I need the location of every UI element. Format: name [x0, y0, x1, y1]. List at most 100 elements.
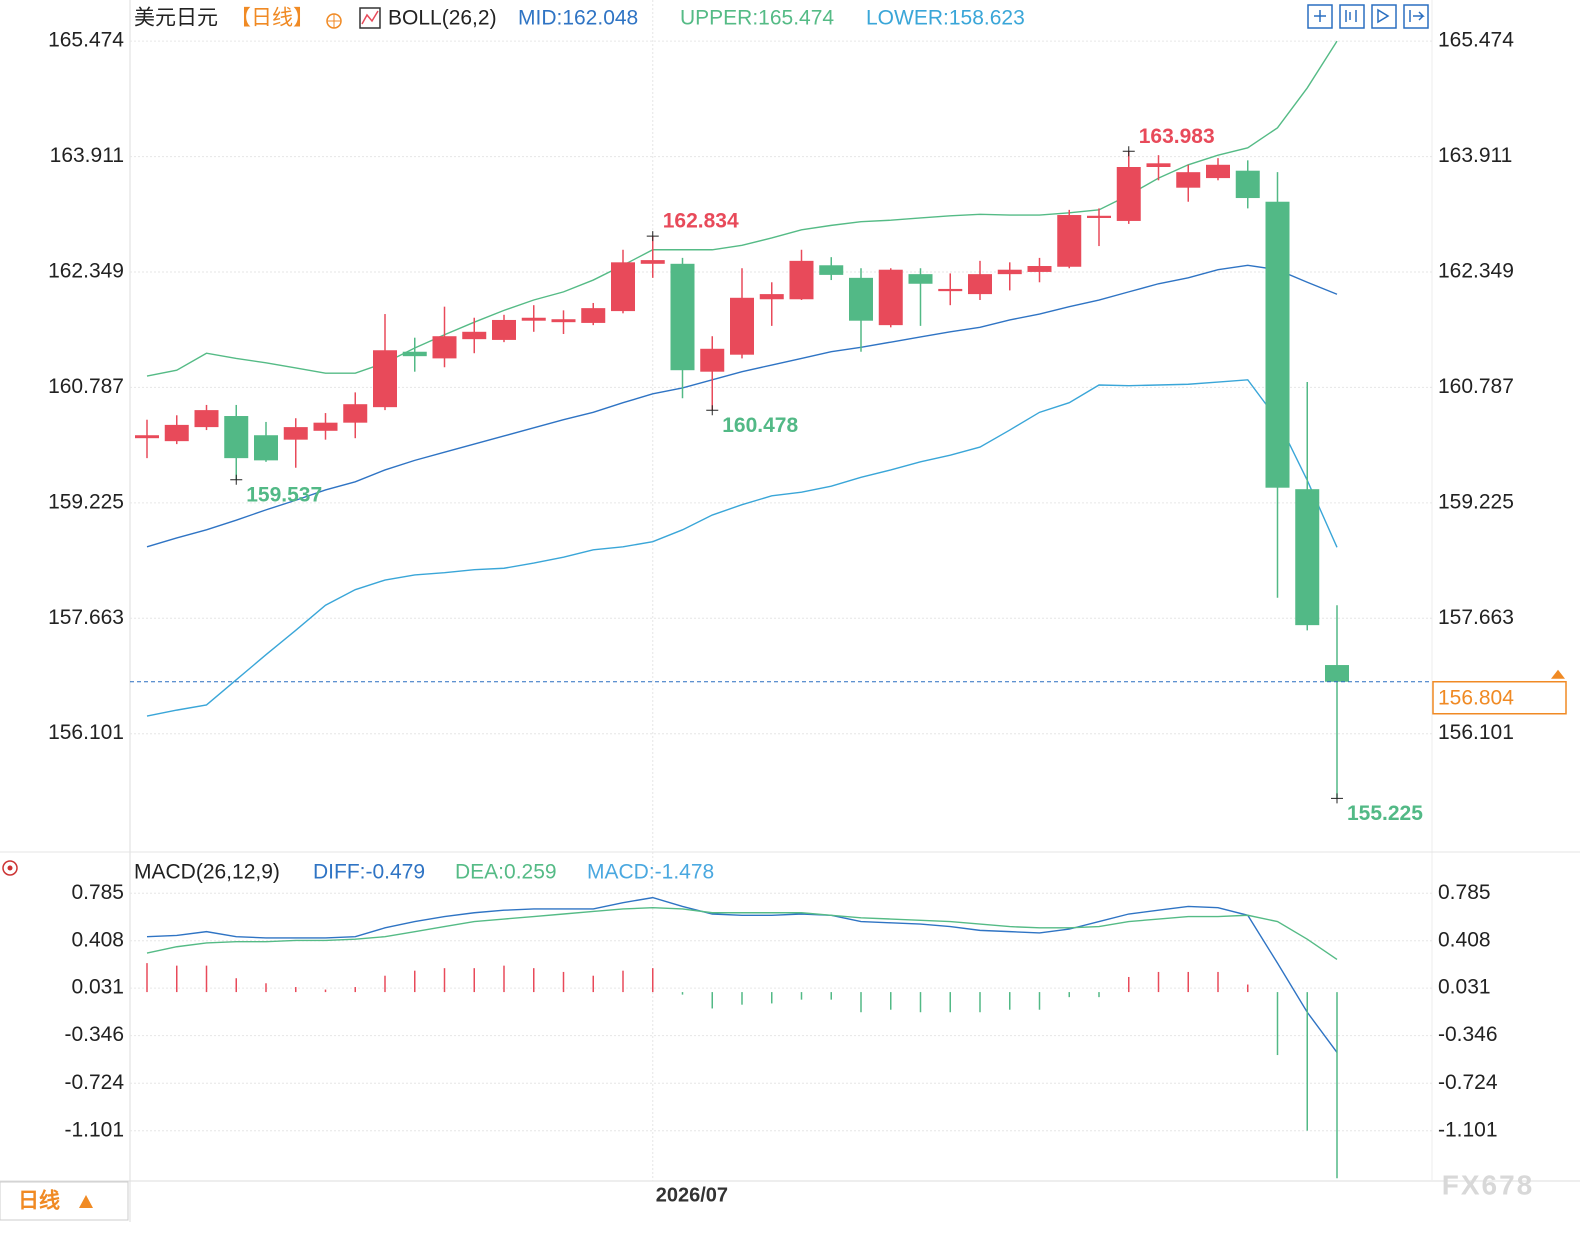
candle-body: [402, 351, 427, 357]
candle-body: [908, 274, 933, 284]
candle-body: [1206, 164, 1230, 179]
extreme-label: 162.834: [663, 210, 739, 233]
candle-body: [640, 260, 665, 264]
legend-entry: DEA:0.259: [455, 861, 557, 884]
toolbar: [1307, 4, 1429, 29]
candle-body: [968, 274, 992, 295]
indicator-line: [146, 379, 1338, 717]
period-button-label[interactable]: 日线: [18, 1189, 60, 1213]
candle-body: [254, 435, 278, 461]
legend-entry: MACD:-1.478: [587, 861, 714, 884]
candle-body: [1027, 266, 1052, 272]
tool-button[interactable]: [1307, 4, 1333, 29]
y-tick-label-right: 163.911: [1438, 144, 1512, 167]
y-tick-label-right: 159.225: [1438, 490, 1514, 513]
candle-body: [997, 269, 1022, 275]
tool-button[interactable]: [1339, 4, 1365, 29]
candle-body: [551, 319, 576, 323]
candle-body: [492, 319, 516, 340]
indicator-line: [146, 907, 1338, 961]
y-tick-label: 0.785: [71, 881, 124, 904]
candle-body: [1235, 170, 1260, 199]
candle-body: [938, 288, 963, 292]
candle-body: [462, 331, 487, 340]
indicator-name: BOLL(26,2): [388, 7, 497, 30]
candle-body: [194, 410, 219, 428]
extreme-marker: [1122, 146, 1135, 157]
candle-body: [1176, 172, 1201, 188]
y-tick-label-right: 0.408: [1438, 928, 1491, 951]
candle-body: [670, 263, 695, 371]
y-tick-label-right: -1.101: [1438, 1118, 1498, 1141]
y-tick-label: -0.724: [64, 1071, 124, 1094]
candle-body: [224, 416, 249, 459]
tool-button[interactable]: [1371, 4, 1397, 29]
y-tick-label-right: 0.785: [1438, 881, 1491, 904]
y-tick-label: 163.911: [50, 144, 124, 167]
last-price-marker: [1551, 669, 1565, 679]
candle-body: [1325, 665, 1349, 682]
indicator-line: [146, 896, 1338, 1053]
candle-body: [1116, 167, 1141, 221]
y-tick-label: -0.346: [64, 1023, 124, 1046]
y-tick-label-right: 0.031: [1438, 976, 1491, 999]
candle-body: [819, 265, 844, 275]
extreme-label: 163.983: [1139, 125, 1215, 148]
extreme-label: 155.225: [1347, 802, 1423, 825]
candle-body: [432, 336, 457, 359]
macd-title: MACD(26,12,9): [134, 861, 280, 884]
period-label[interactable]: 【日线】: [230, 7, 314, 30]
y-tick-label: 157.663: [48, 606, 124, 629]
y-tick-label: 159.225: [48, 490, 124, 513]
symbol-title: 美元日元: [134, 7, 218, 30]
y-tick-label-right: 165.474: [1438, 29, 1514, 52]
y-tick-label: 162.349: [48, 260, 124, 283]
candle-body: [1265, 201, 1290, 488]
candle-body: [1295, 489, 1320, 626]
candle-body: [521, 317, 546, 321]
candle-body: [313, 422, 338, 431]
extreme-marker: [1331, 793, 1343, 804]
extreme-marker: [646, 231, 659, 242]
y-tick-label: -1.101: [64, 1118, 124, 1141]
y-tick-label-right: -0.724: [1438, 1071, 1498, 1094]
candle-body: [1087, 215, 1111, 218]
indicator-line: [146, 264, 1338, 548]
last-price-label: 156.804: [1438, 686, 1514, 709]
legend-entry: MID:162.048: [518, 7, 638, 30]
candle-body: [700, 348, 725, 372]
extreme-marker: [230, 474, 243, 485]
candle-body: [135, 435, 159, 439]
candle-body: [849, 277, 873, 321]
y-tick-label-right: 157.663: [1438, 606, 1514, 629]
y-tick-label: 160.787: [48, 375, 124, 398]
y-tick-label: 0.408: [71, 928, 124, 951]
y-tick-label: 0.031: [71, 976, 124, 999]
candle-body: [789, 260, 814, 300]
candle-body: [164, 424, 189, 442]
legend-entry: LOWER:158.623: [866, 7, 1025, 30]
y-tick-label: 165.474: [48, 29, 124, 52]
candle-body: [373, 350, 397, 408]
y-tick-label-right: -0.346: [1438, 1023, 1498, 1046]
settings-icon[interactable]: [2, 860, 18, 876]
add-icon[interactable]: [326, 13, 342, 29]
candle-body: [1057, 215, 1082, 267]
last-price-box: [1432, 680, 1567, 715]
tool-button[interactable]: [1403, 4, 1429, 29]
extreme-label: 159.537: [246, 483, 322, 506]
candle-body: [730, 297, 754, 355]
candle-body: [1146, 163, 1171, 168]
candle-body: [878, 269, 903, 326]
candle-body: [283, 427, 308, 440]
candle-body: [759, 294, 784, 300]
y-tick-label-right: 160.787: [1438, 375, 1514, 398]
extreme-label: 160.478: [722, 414, 798, 437]
indicator-icon[interactable]: [359, 7, 381, 29]
extreme-marker: [706, 405, 719, 416]
legend-entry: UPPER:165.474: [680, 7, 834, 30]
y-tick-label: 156.101: [48, 721, 124, 744]
period-button[interactable]: 日线: [0, 1181, 129, 1221]
